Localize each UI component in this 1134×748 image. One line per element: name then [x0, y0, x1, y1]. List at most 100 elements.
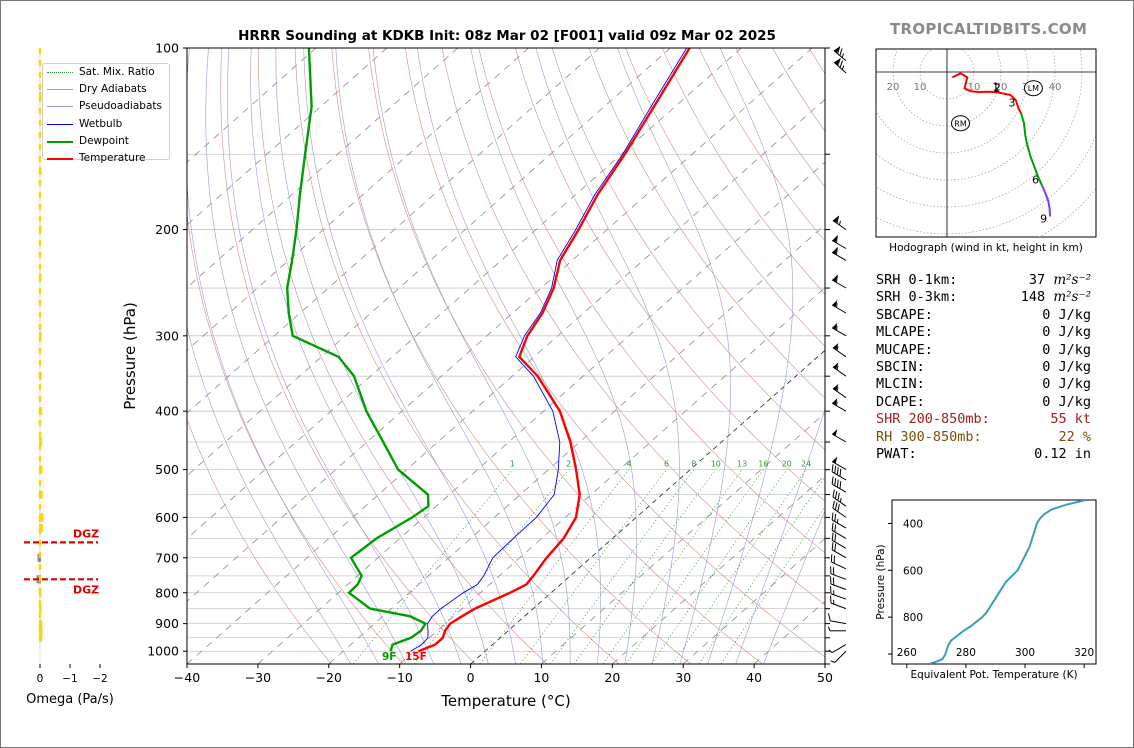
dry-adiabat-line: [662, 48, 825, 295]
wind-barb: [831, 464, 847, 481]
x-tick-label: 30: [675, 670, 691, 685]
hodograph-axis-label: 20: [995, 82, 1008, 93]
mixing-ratio-label: 24: [801, 460, 811, 469]
storm-motion-marker: [1023, 80, 1043, 97]
omega-x-tick-label: −2: [92, 673, 107, 685]
param-value: 22 %: [1058, 428, 1091, 445]
x-tick-label: 40: [746, 670, 762, 685]
ept-xlabel: Equivalent Pot. Temperature (K): [910, 669, 1077, 681]
legend-swatch: [47, 89, 73, 91]
dry-adiabat-line: [368, 48, 763, 664]
param-value: 0 J/kg: [1042, 358, 1091, 375]
param-row: DCAPE: 0 J/kg: [876, 394, 1091, 411]
dry-adiabat-line: [405, 48, 825, 658]
pseudoadiabat-line: [535, 48, 680, 664]
dry-adiabat-line: [551, 48, 825, 451]
mixing-ratio-label: 16: [758, 460, 768, 469]
legend-item-pseudoadiabats: Pseudoadiabats: [43, 98, 169, 115]
dry-adiabat-line: [331, 48, 691, 664]
hodograph-height-label: 6: [1032, 173, 1039, 186]
param-row: SBCIN: 0 J/kg: [876, 359, 1091, 376]
param-value: 148 m²s⁻²: [1020, 289, 1091, 306]
param-row: MLCAPE: 0 J/kg: [876, 324, 1091, 341]
x-tick-label: 20: [604, 670, 620, 685]
site-brand[interactable]: TROPICALTIDBITS.COM: [890, 20, 1088, 38]
wind-barb: [831, 532, 847, 549]
pseudoadiabat-line: [617, 48, 731, 664]
omega-bar: [39, 331, 42, 340]
ept-x-tick-label: 280: [956, 647, 976, 659]
surface-dewpoint-label: 9F: [382, 651, 396, 663]
skewt-legend: Sat. Mix. Ratio Dry Adiabats Pseudoadiabat…: [42, 63, 170, 164]
wind-barbs: [827, 46, 847, 663]
ept-y-tick-label: 600: [903, 565, 923, 577]
dry-adiabat-line: [294, 48, 620, 664]
isotherm-line: [470, 349, 825, 664]
mixing-ratio-line: [520, 469, 667, 664]
omega-x-tick-label: 0: [37, 673, 44, 685]
pseudoadiabat-line: [372, 48, 571, 664]
dry-adiabat-line: [187, 212, 404, 664]
wind-barb: [832, 500, 847, 518]
omega-panel: DGZ DGZ 0 −1 −2: [24, 48, 108, 685]
ept-trace: [928, 500, 1086, 664]
wind-barb: [827, 626, 846, 632]
hodograph-caption: Hodograph (wind in kt, height in km): [889, 242, 1083, 254]
wind-barb: [832, 383, 847, 399]
mixing-ratio-line: [550, 469, 695, 664]
isotherm-line: [257, 161, 825, 664]
wind-barb: [833, 58, 847, 74]
pseudoadiabat-line: [335, 48, 544, 664]
param-label: PWAT:: [876, 445, 917, 462]
skewt-traces: [285, 48, 691, 653]
param-value: 0 J/kg: [1042, 341, 1091, 358]
dry-adiabat-line: [735, 48, 825, 188]
mixing-ratio-line: [602, 469, 743, 664]
ept-y-tick-label: 800: [903, 612, 923, 624]
mixing-ratio-line: [353, 469, 513, 664]
mixing-ratio-line: [413, 469, 569, 664]
mixing-ratio-line: [672, 469, 807, 664]
x-tick-label: −30: [245, 670, 271, 685]
pseudoadiabat-line: [187, 48, 379, 664]
wind-barb: [832, 215, 847, 231]
dry-adiabat-line: [478, 48, 825, 554]
hodograph-trace: [1003, 92, 1023, 115]
hodograph: 20101020304012369LMRM: [875, 48, 1097, 238]
wind-barb: [828, 613, 847, 625]
skewt-xlabel: Temperature (°C): [440, 692, 570, 710]
omega-bar: [39, 626, 43, 635]
param-label: SRH 0-1km:: [876, 272, 958, 288]
omega-bar: [39, 91, 42, 100]
param-label: MLCIN:: [876, 376, 925, 393]
y-tick-label: 1000: [147, 644, 179, 659]
y-tick-label: 600: [155, 510, 179, 525]
legend-swatch: [47, 140, 73, 143]
wind-barb: [830, 595, 847, 610]
omega-x-tick-label: −1: [62, 673, 77, 685]
dry-adiabat-line: [698, 48, 825, 242]
dgz-label: DGZ: [73, 583, 99, 596]
omega-bar: [39, 604, 42, 613]
param-label: SBCIN:: [876, 358, 925, 375]
param-label: SHR 200-850mb:: [876, 411, 990, 428]
dry-adiabat-line: [625, 48, 825, 347]
dry-adiabat-line: [187, 418, 332, 664]
skewt-title: HRRR Sounding at KDKB Init: 08z Mar 02 […: [238, 28, 776, 44]
legend-item-dry-adiabats: Dry Adiabats: [43, 81, 169, 98]
mixing-ratio-label: 6: [664, 460, 669, 469]
wind-barb: [833, 46, 847, 62]
wind-barb: [830, 566, 847, 580]
y-tick-label: 700: [155, 550, 179, 565]
x-tick-label: −10: [386, 670, 412, 685]
wind-barb: [831, 235, 847, 249]
wind-barb: [831, 512, 847, 529]
hodograph-trace: [951, 72, 1004, 95]
dry-adiabat-line: [220, 48, 476, 664]
pseudoadiabat-line: [735, 407, 825, 664]
param-row: SRH 0-1km: 37 m²s⁻²: [876, 272, 1091, 289]
param-label: DCAPE:: [876, 393, 925, 410]
param-label: MLCAPE:: [876, 324, 933, 341]
storm-motion-label: RM: [954, 119, 967, 128]
param-label: RH 300-850mb:: [876, 428, 982, 445]
